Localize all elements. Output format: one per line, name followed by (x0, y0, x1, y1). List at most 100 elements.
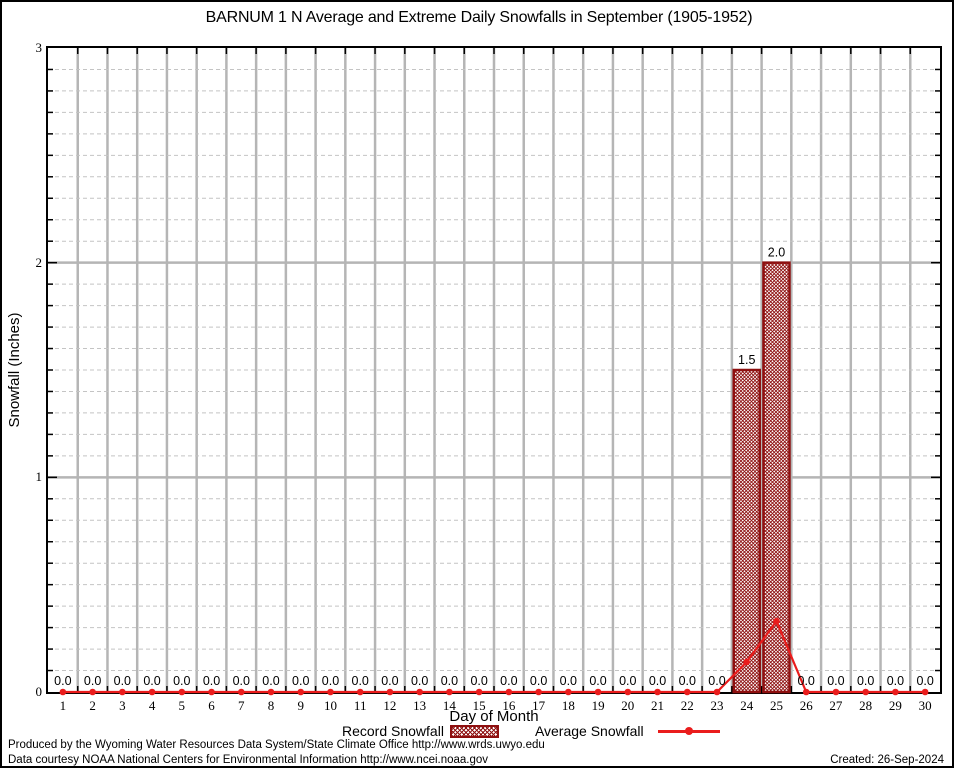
chart-title: BARNUM 1 N Average and Extreme Daily Sno… (205, 9, 753, 26)
record-snowfall-swatch-icon (449, 724, 499, 738)
average-marker-day-14 (446, 688, 453, 696)
y-tick-label-3: 3 (35, 40, 43, 55)
average-marker-day-25 (773, 617, 780, 625)
average-marker-day-17 (535, 688, 542, 696)
average-marker-day-2 (89, 688, 96, 696)
line-marker-dot-icon (684, 727, 693, 735)
average-marker-day-20 (624, 688, 632, 696)
record-value-label-day-7: 0.0 (233, 674, 250, 688)
record-value-label-day-21: 0.0 (649, 674, 666, 688)
record-value-label-day-3: 0.0 (114, 674, 131, 688)
x-tick-label-4: 4 (148, 698, 156, 713)
x-tick-label-7: 7 (238, 698, 245, 713)
record-value-label-day-19: 0.0 (589, 674, 606, 688)
legend-record-label: Record Snowfall (342, 723, 444, 739)
average-marker-day-12 (386, 688, 394, 696)
record-value-label-day-13: 0.0 (411, 674, 428, 688)
x-tick-label-18: 18 (561, 698, 575, 713)
x-tick-label-19: 19 (591, 698, 605, 713)
x-tick-label-22: 22 (680, 698, 694, 713)
average-marker-day-28 (862, 688, 869, 696)
record-value-label-day-22: 0.0 (679, 674, 696, 688)
y-tick-label-2: 2 (35, 254, 43, 270)
record-value-label-day-24: 1.5 (738, 353, 755, 367)
x-tick-label-21: 21 (651, 698, 665, 713)
record-bar-day-24 (732, 368, 761, 694)
average-marker-day-29 (892, 688, 899, 696)
x-tick-label-15: 15 (472, 698, 486, 713)
x-tick-label-30: 30 (918, 698, 932, 713)
record-value-label-day-15: 0.0 (470, 674, 487, 688)
x-tick-label-8: 8 (267, 698, 275, 713)
x-tick-label-6: 6 (208, 698, 215, 713)
average-marker-day-16 (505, 688, 513, 696)
record-value-label-day-2: 0.0 (84, 674, 101, 688)
average-marker-day-10 (327, 688, 334, 696)
x-tick-label-23: 23 (710, 698, 724, 713)
average-marker-day-9 (297, 688, 305, 696)
plot-area: 0.0 0.0 0.0 0.0 0.0 0.0 0.0 0.0 0.0 0.0 0.0 0.0 0.0 0… (46, 46, 942, 696)
average-marker-day-19 (594, 688, 602, 696)
average-marker-day-21 (654, 688, 661, 696)
record-value-label-day-20: 0.0 (619, 674, 636, 688)
record-value-label-day-8: 0.0 (262, 674, 279, 688)
average-marker-day-11 (356, 688, 364, 696)
record-value-label-day-30: 0.0 (916, 674, 933, 688)
average-marker-day-24 (743, 658, 751, 666)
average-marker-day-22 (683, 688, 691, 696)
record-value-label-day-18: 0.0 (560, 674, 577, 688)
record-bar-day-25 (762, 261, 791, 694)
x-tick-label-26: 26 (799, 698, 813, 713)
record-value-label-day-9: 0.0 (292, 674, 309, 688)
value-labels: 0.0 0.0 0.0 0.0 0.0 0.0 0.0 0.0 0.0 0.0 0.0 0.0 0.0 0… (54, 246, 934, 688)
average-marker-day-5 (178, 688, 186, 696)
x-tick-label-28: 28 (859, 698, 873, 713)
footer-data-courtesy: Data courtesy NOAA National Centers for … (8, 754, 489, 766)
record-value-label-day-4: 0.0 (143, 674, 160, 688)
x-tick-label-27: 27 (829, 698, 843, 713)
x-tick-label-24: 24 (740, 698, 754, 713)
record-value-label-day-5: 0.0 (173, 674, 190, 688)
x-tick-label-10: 10 (323, 698, 337, 713)
record-value-label-day-14: 0.0 (441, 674, 458, 688)
record-snowfall-bars (732, 261, 791, 694)
x-tick-label-11: 11 (353, 698, 367, 713)
x-tick-label-9: 9 (297, 698, 304, 713)
record-value-label-day-11: 0.0 (352, 674, 369, 688)
average-marker-day-7 (237, 688, 245, 696)
x-axis-title: Day of Month (449, 708, 539, 725)
record-value-label-day-25: 2.0 (768, 246, 785, 260)
record-value-label-day-1: 0.0 (54, 674, 71, 688)
average-marker-day-26 (802, 688, 810, 696)
average-marker-day-30 (921, 688, 929, 696)
footer-produced-by: Produced by the Wyoming Water Resources … (8, 739, 545, 751)
record-value-label-day-16: 0.0 (500, 674, 517, 688)
average-marker-day-6 (208, 688, 215, 696)
record-value-label-day-17: 0.0 (530, 674, 547, 688)
record-value-label-day-28: 0.0 (857, 674, 874, 688)
x-tick-label-3: 3 (119, 698, 126, 713)
average-marker-day-15 (475, 688, 483, 696)
x-tick-label-5: 5 (178, 698, 186, 713)
x-tick-label-1: 1 (59, 698, 67, 713)
record-value-label-day-6: 0.0 (203, 674, 220, 688)
record-value-label-day-27: 0.0 (827, 674, 844, 688)
legend-average-label: Average Snowfall (534, 723, 644, 739)
average-marker-day-13 (416, 688, 423, 696)
y-axis-title: Snowfall (Inches) (6, 312, 23, 428)
x-tick-label-2: 2 (89, 698, 96, 713)
average-snowfall-line-icon (657, 727, 720, 735)
record-value-label-day-10: 0.0 (322, 674, 339, 688)
x-tick-label-14: 14 (442, 698, 456, 713)
y-tick-label-0: 0 (35, 684, 43, 699)
average-marker-day-3 (119, 688, 126, 696)
average-marker-day-4 (148, 688, 156, 696)
record-value-label-day-26: 0.0 (798, 674, 815, 688)
y-tick-label-1: 1 (35, 469, 43, 485)
record-value-label-day-29: 0.0 (887, 674, 904, 688)
average-marker-day-27 (832, 688, 840, 696)
average-marker-day-23 (713, 688, 721, 696)
gridlines (48, 48, 940, 692)
x-tick-label-12: 12 (383, 698, 397, 713)
